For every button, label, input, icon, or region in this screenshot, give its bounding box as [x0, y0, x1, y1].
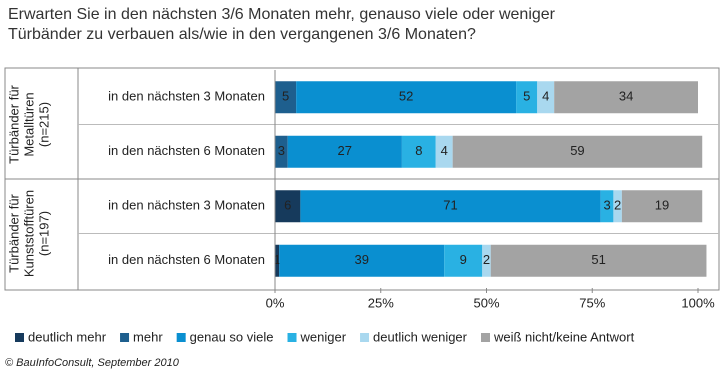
x-tick-label: 50% — [473, 295, 499, 310]
bar-segment — [537, 81, 555, 114]
data-label: 4 — [441, 143, 448, 158]
legend-swatch — [120, 333, 130, 342]
bar-segment — [275, 190, 301, 223]
category-label: in den nächsten 3 Monaten — [108, 198, 265, 213]
group-label: Metalltüren — [21, 92, 36, 156]
data-label: 39 — [354, 252, 368, 267]
chart-title: Türbänder zu verbauen als/wie in den ver… — [8, 26, 476, 43]
legend-label: genau so viele — [190, 329, 274, 344]
x-tick-label: 100% — [681, 295, 715, 310]
data-label: 19 — [655, 198, 669, 213]
legend-label: weiß nicht/keine Antwort — [493, 329, 635, 344]
data-label: 71 — [443, 198, 457, 213]
bar-segment — [300, 190, 601, 223]
data-label: 2 — [483, 252, 490, 267]
group-label: Türbänder für — [6, 84, 21, 163]
bar-segment — [435, 135, 453, 168]
bar-segment — [621, 190, 703, 223]
data-label: 8 — [415, 143, 422, 158]
legend-swatch — [287, 333, 297, 342]
category-label: in den nächsten 3 Monaten — [108, 89, 265, 104]
bar-segment — [613, 190, 622, 223]
data-label: 1 — [273, 252, 280, 267]
bar-segment — [554, 81, 698, 114]
data-label: 51 — [591, 252, 605, 267]
legend-label: deutlich weniger — [373, 329, 468, 344]
data-label: 3 — [603, 198, 610, 213]
x-tick-label: 25% — [368, 295, 394, 310]
bar-segment — [279, 244, 445, 277]
data-label: 59 — [570, 143, 584, 158]
x-tick-label: 75% — [579, 295, 605, 310]
bar-segment — [444, 244, 483, 277]
bar-segment — [490, 244, 707, 277]
data-label: 5 — [523, 89, 530, 104]
bar-segment — [296, 81, 517, 114]
data-label: 2 — [614, 198, 621, 213]
data-label: 6 — [284, 198, 291, 213]
data-label: 5 — [282, 89, 289, 104]
data-label: 34 — [619, 89, 633, 104]
x-tick-label: 0% — [266, 295, 285, 310]
bar-segment — [516, 81, 538, 114]
bar-segment — [287, 135, 402, 168]
legend-swatch — [15, 333, 24, 342]
category-label: in den nächsten 6 Monaten — [108, 143, 265, 158]
bar-segment — [275, 244, 280, 277]
bar-segment — [275, 81, 297, 114]
legend-swatch — [481, 333, 490, 342]
group-label: (n=215) — [36, 102, 51, 147]
bar-segment — [452, 135, 703, 168]
source: © BauInfoConsult, September 2010 — [5, 357, 180, 369]
bar-segment — [401, 135, 436, 168]
bar-segment — [275, 135, 288, 168]
data-label: 27 — [338, 143, 352, 158]
legend-swatch — [176, 333, 186, 342]
data-label: 4 — [542, 89, 549, 104]
data-label: 9 — [460, 252, 467, 267]
data-label: 52 — [399, 89, 413, 104]
category-label: in den nächsten 6 Monaten — [108, 252, 265, 267]
data-label: 3 — [278, 143, 285, 158]
legend-label: weniger — [300, 329, 347, 344]
group-label: Kunststofftüren — [21, 190, 36, 277]
group-label: (n=197) — [36, 211, 51, 256]
bar-segment — [600, 190, 614, 223]
legend-label: mehr — [133, 329, 163, 344]
chart-title: Erwarten Sie in den nächsten 3/6 Monaten… — [8, 6, 556, 23]
group-label: Türbänder für — [6, 193, 21, 272]
legend-swatch — [360, 333, 370, 342]
bar-segment — [482, 244, 491, 277]
legend-label: deutlich mehr — [28, 329, 107, 344]
